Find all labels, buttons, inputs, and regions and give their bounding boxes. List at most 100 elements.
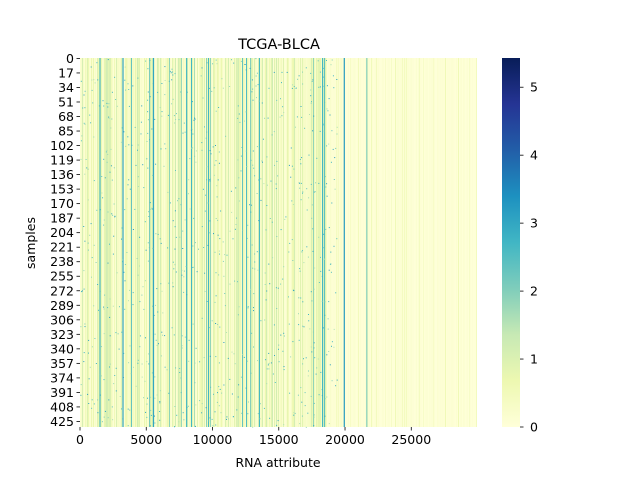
heatmap-cell	[330, 263, 332, 265]
heatmap-column	[463, 58, 464, 427]
heatmap-cell	[104, 294, 106, 296]
heatmap-cell	[129, 289, 130, 291]
x-axis: 0 5000 10000 15000 20000 25000	[76, 427, 431, 447]
heatmap-cell	[327, 110, 329, 112]
y-tick-label: 289	[50, 298, 74, 313]
heatmap-cell	[90, 223, 92, 225]
heatmap-cell	[300, 163, 302, 165]
heatmap-cell	[98, 309, 99, 311]
heatmap-cell	[310, 291, 312, 293]
heatmap-column	[455, 58, 456, 427]
heatmap-cell	[302, 83, 304, 85]
heatmap-cell	[147, 242, 149, 244]
heatmap-cell	[83, 288, 85, 290]
heatmap-cell	[267, 364, 269, 366]
heatmap-column	[335, 58, 336, 427]
heatmap-cell	[298, 313, 299, 315]
heatmap-cell	[161, 290, 163, 292]
heatmap-cell	[88, 378, 90, 380]
heatmap-cell	[326, 85, 328, 87]
heatmap-column-highlight	[152, 58, 155, 427]
heatmap-column	[461, 58, 462, 427]
heatmap-column	[318, 58, 319, 427]
heatmap-cell	[114, 76, 116, 78]
heatmap-cell	[116, 105, 118, 107]
heatmap-column	[276, 58, 277, 427]
heatmap-column	[367, 58, 368, 427]
heatmap-cell	[148, 247, 150, 249]
heatmap-column	[157, 58, 158, 427]
heatmap-cell	[182, 132, 184, 134]
heatmap-cell	[182, 248, 184, 249]
heatmap-cell	[313, 115, 315, 117]
heatmap-column	[159, 58, 160, 427]
heatmap-cell	[216, 63, 218, 65]
heatmap-column	[376, 58, 377, 427]
heatmap-column	[435, 58, 436, 427]
heatmap-cell	[230, 190, 232, 192]
heatmap-cell	[327, 328, 329, 330]
heatmap-cell	[307, 412, 309, 414]
heatmap-cell	[115, 367, 117, 369]
heatmap-column	[135, 58, 136, 427]
heatmap-column	[137, 58, 138, 427]
heatmap-cell	[84, 173, 86, 175]
x-tick-label: 0	[76, 432, 84, 447]
heatmap-cell	[175, 271, 177, 273]
heatmap-cell	[201, 403, 203, 405]
heatmap-cell	[308, 154, 310, 156]
heatmap-cell	[263, 407, 265, 409]
heatmap-cell	[204, 272, 206, 274]
heatmap-cell	[269, 218, 271, 219]
heatmap-column	[217, 58, 218, 427]
heatmap-column	[152, 58, 153, 427]
heatmap-cell	[103, 333, 105, 335]
heatmap-column	[146, 58, 147, 427]
heatmap-cell	[240, 376, 242, 378]
heatmap-cell	[161, 331, 163, 333]
heatmap-cell	[217, 219, 219, 221]
heatmap-cell	[181, 347, 183, 349]
heatmap-column	[100, 58, 101, 427]
heatmap-column-highlight	[122, 58, 124, 427]
heatmap-cell	[301, 415, 303, 417]
heatmap-column	[363, 58, 364, 427]
heatmap-cell	[235, 187, 237, 189]
heatmap-column	[460, 58, 461, 427]
heatmap-column	[106, 58, 107, 427]
heatmap-cell	[93, 244, 95, 246]
heatmap-cell	[266, 290, 268, 292]
heatmap-column	[302, 58, 303, 427]
heatmap-column	[102, 58, 103, 427]
heatmap-cell	[259, 403, 261, 405]
colorbar-tick-label: 5	[530, 80, 538, 95]
heatmap-column	[94, 58, 95, 427]
heatmap-cell	[142, 286, 144, 288]
heatmap-column	[368, 58, 369, 427]
heatmap-column	[139, 58, 140, 427]
heatmap-cell	[330, 251, 332, 253]
heatmap-column	[130, 58, 131, 427]
heatmap-cell	[127, 408, 129, 410]
heatmap-cell	[194, 382, 196, 384]
heatmap-cell	[183, 270, 185, 272]
heatmap-cell	[134, 126, 136, 128]
heatmap-cell	[290, 176, 292, 178]
heatmap-cell	[174, 122, 176, 124]
heatmap-cell	[109, 335, 111, 337]
heatmap-cell	[273, 131, 275, 133]
heatmap-cell	[255, 75, 257, 77]
heatmap-cell	[198, 248, 199, 250]
heatmap-cell	[303, 326, 305, 328]
heatmap-column	[436, 58, 437, 427]
heatmap-column	[231, 58, 232, 427]
heatmap-cell	[92, 102, 94, 104]
heatmap-cell	[192, 245, 194, 247]
heatmap-column	[251, 58, 252, 427]
heatmap-column	[96, 58, 97, 427]
heatmap-cell	[271, 134, 273, 136]
heatmap-cell	[95, 363, 97, 364]
heatmap-cell	[145, 60, 147, 62]
heatmap-cell	[107, 59, 109, 61]
heatmap-cell	[127, 136, 129, 138]
